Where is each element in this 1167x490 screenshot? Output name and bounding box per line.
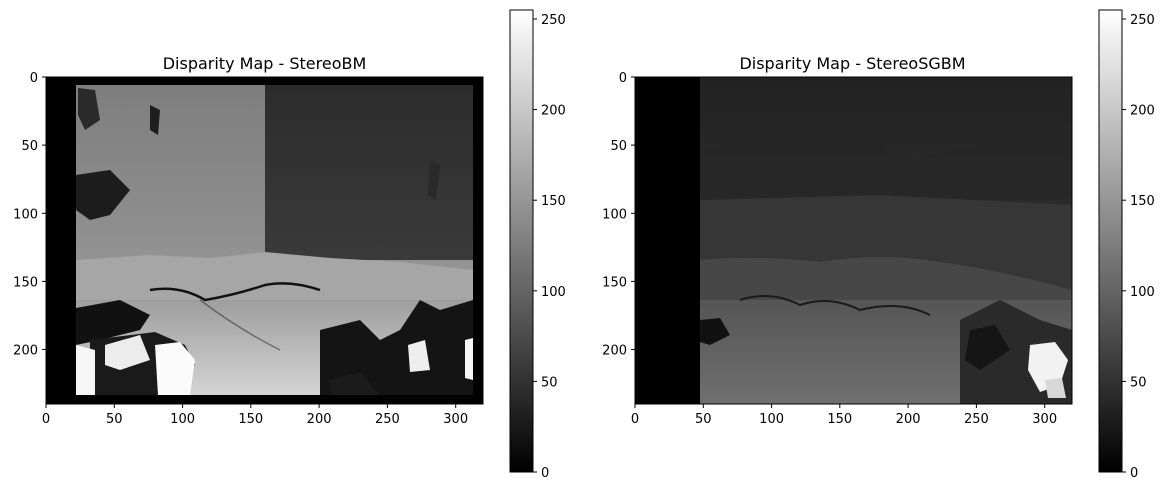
disparity-image <box>45 76 484 405</box>
colorbar-tick: 100 <box>533 285 566 300</box>
colorbar-tick-label: 150 <box>541 194 566 209</box>
colorbar-tick-label: 100 <box>541 285 566 300</box>
y-tick: 150 <box>13 275 46 290</box>
x-tick-label: 300 <box>443 412 468 427</box>
x-tick-label: 200 <box>896 412 921 427</box>
y-tick: 200 <box>13 344 46 359</box>
colorbar-tick-label: 250 <box>541 13 566 28</box>
colorbar-tick: 150 <box>1122 194 1155 209</box>
y-tick-label: 0 <box>619 71 627 86</box>
x-tick-label: 0 <box>42 412 50 427</box>
y-tick-label: 0 <box>30 71 38 86</box>
chart-title: Disparity Map - StereoBM <box>163 54 367 73</box>
y-tick: 100 <box>602 207 635 222</box>
colorbar-tick: 100 <box>1122 285 1155 300</box>
colorbar-tick-label: 100 <box>1130 285 1155 300</box>
x-tick: 300 <box>1032 404 1057 427</box>
y-tick: 50 <box>21 139 46 154</box>
x-tick: 200 <box>307 404 332 427</box>
x-tick-label: 50 <box>695 412 712 427</box>
disparity-image <box>634 76 1073 405</box>
x-tick-label: 300 <box>1032 412 1057 427</box>
y-tick: 200 <box>602 344 635 359</box>
x-tick: 200 <box>896 404 921 427</box>
panel-stereosgbm: Disparity Map - StereoSGBM 0 50 <box>602 9 1155 481</box>
colorbar-tick: 200 <box>1122 104 1155 119</box>
x-tick-label: 100 <box>170 412 195 427</box>
x-axis: 0 50 100 150 200 250 <box>42 404 468 427</box>
colorbar-tick: 250 <box>533 13 566 28</box>
y-tick: 0 <box>30 71 46 86</box>
colorbar-tick-label: 250 <box>1130 13 1155 28</box>
y-tick-label: 50 <box>610 139 627 154</box>
y-axis: 0 50 100 150 200 <box>602 71 635 359</box>
y-tick-label: 200 <box>13 344 38 359</box>
colorbar-tick: 150 <box>533 194 566 209</box>
y-tick-label: 200 <box>602 344 627 359</box>
y-axis: 0 50 100 150 200 <box>13 71 46 359</box>
colorbar-tick-label: 200 <box>1130 104 1155 119</box>
y-tick: 100 <box>13 207 46 222</box>
x-tick-label: 150 <box>238 412 263 427</box>
x-tick: 0 <box>631 404 639 427</box>
colorbar-tick: 250 <box>1122 13 1155 28</box>
colorbar-gradient <box>509 9 534 473</box>
x-tick: 100 <box>759 404 784 427</box>
colorbar-tick-label: 50 <box>1130 375 1147 390</box>
colorbar: 0 50 100 150 200 250 <box>509 9 566 481</box>
colorbar-tick: 50 <box>1122 375 1147 390</box>
colorbar-tick-label: 0 <box>1130 466 1138 481</box>
x-tick: 100 <box>170 404 195 427</box>
y-tick-label: 50 <box>21 139 38 154</box>
colorbar-gradient <box>1098 9 1123 473</box>
x-tick-label: 0 <box>631 412 639 427</box>
y-tick-label: 150 <box>13 275 38 290</box>
colorbar-tick-label: 50 <box>541 375 558 390</box>
colorbar: 0 50 100 150 200 250 <box>1098 9 1155 481</box>
x-tick: 150 <box>827 404 852 427</box>
y-tick: 0 <box>619 71 635 86</box>
x-tick-label: 150 <box>827 412 852 427</box>
x-axis: 0 50 100 150 200 250 <box>631 404 1057 427</box>
x-tick-label: 250 <box>375 412 400 427</box>
x-tick: 250 <box>375 404 400 427</box>
colorbar-tick: 0 <box>1122 466 1138 481</box>
y-tick: 150 <box>602 275 635 290</box>
y-tick-label: 100 <box>602 207 627 222</box>
colorbar-tick-label: 200 <box>541 104 566 119</box>
y-tick-label: 100 <box>13 207 38 222</box>
y-tick-label: 150 <box>602 275 627 290</box>
x-tick: 300 <box>443 404 468 427</box>
colorbar-tick: 50 <box>533 375 558 390</box>
x-tick: 150 <box>238 404 263 427</box>
colorbar-tick-label: 150 <box>1130 194 1155 209</box>
x-tick-label: 50 <box>106 412 123 427</box>
colorbar-tick: 200 <box>533 104 566 119</box>
x-tick-label: 250 <box>964 412 989 427</box>
x-tick: 250 <box>964 404 989 427</box>
chart-title: Disparity Map - StereoSGBM <box>739 54 965 73</box>
x-tick-label: 200 <box>307 412 332 427</box>
colorbar-tick: 0 <box>533 466 549 481</box>
x-tick-label: 100 <box>759 412 784 427</box>
x-tick: 50 <box>106 404 123 427</box>
colorbar-tick-label: 0 <box>541 466 549 481</box>
x-tick: 0 <box>42 404 50 427</box>
y-tick: 50 <box>610 139 635 154</box>
panel-stereobm: Disparity Map - StereoBM <box>13 9 566 481</box>
x-tick: 50 <box>695 404 712 427</box>
